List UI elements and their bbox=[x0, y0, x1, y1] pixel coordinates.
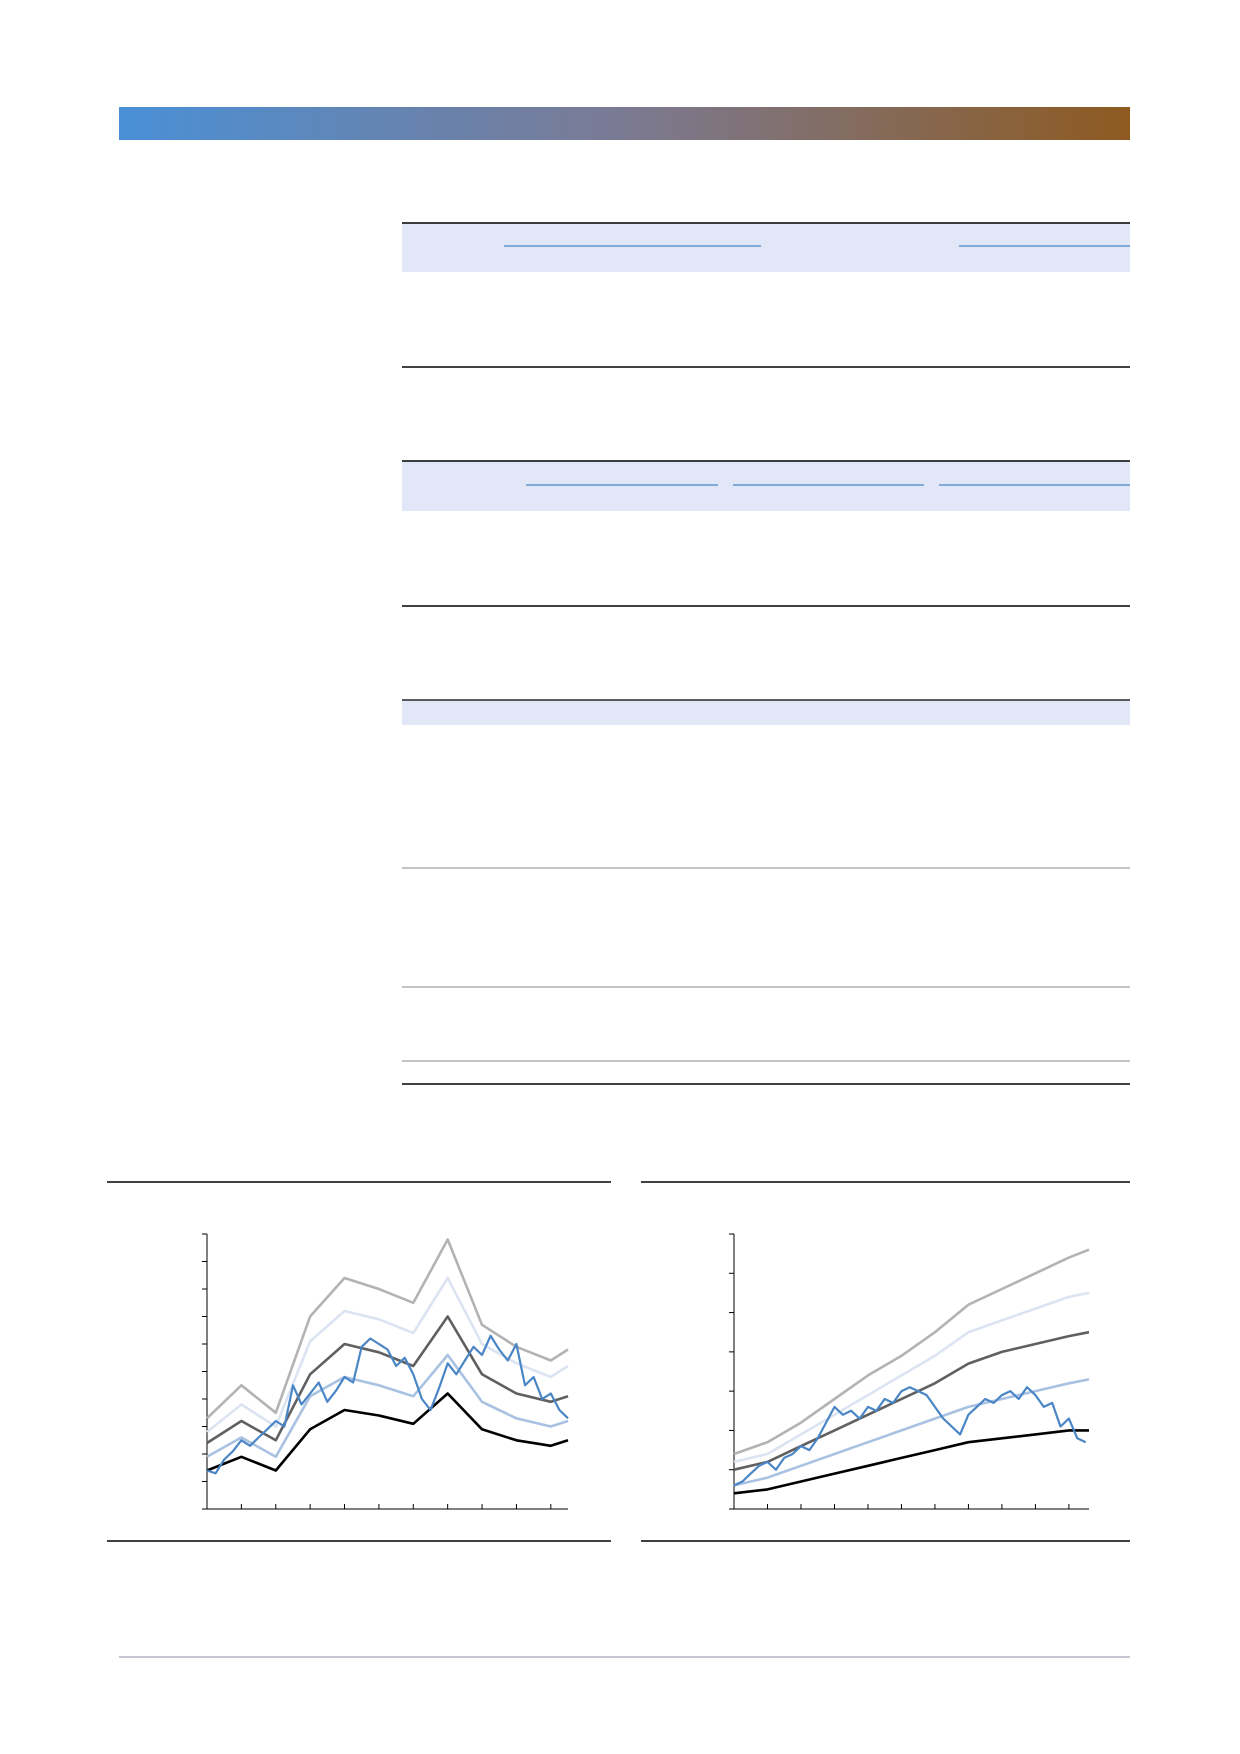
series-line bbox=[206, 1353, 569, 1459]
series-line bbox=[733, 1330, 1090, 1471]
table-header-band bbox=[402, 461, 1130, 511]
series-line bbox=[206, 1238, 569, 1420]
table-2 bbox=[402, 460, 1130, 607]
series-line bbox=[206, 1276, 569, 1434]
series-line bbox=[206, 1315, 569, 1445]
table-1 bbox=[402, 222, 1130, 368]
table-3 bbox=[402, 699, 1130, 1085]
series-line bbox=[206, 1334, 569, 1475]
table-header-band bbox=[402, 700, 1130, 725]
series-line bbox=[733, 1248, 1090, 1456]
chart-panel-frames bbox=[107, 1181, 1130, 1542]
series-line bbox=[733, 1291, 1090, 1464]
series-line bbox=[733, 1429, 1089, 1495]
series-line bbox=[733, 1386, 1087, 1487]
table-header-band bbox=[402, 223, 1130, 272]
series-line bbox=[206, 1392, 569, 1472]
series-line bbox=[733, 1378, 1090, 1487]
header-bar bbox=[119, 107, 1130, 140]
